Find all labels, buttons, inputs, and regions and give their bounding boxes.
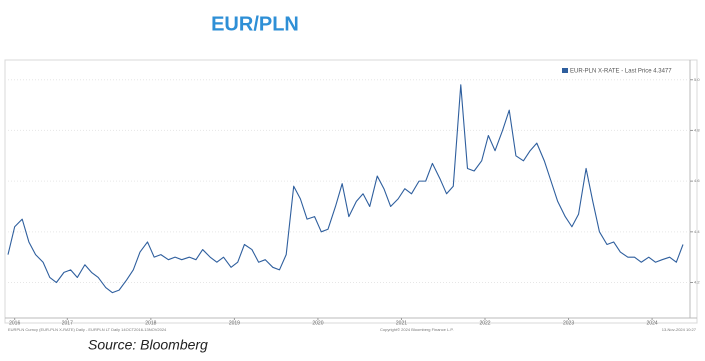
chart-title: EUR/PLN — [211, 13, 299, 35]
x-tick-label: 2018 — [145, 320, 156, 326]
legend-swatch — [562, 68, 568, 73]
y-tick-label: 4.6 — [694, 178, 700, 183]
footer-left: EURPLN Curncy (EUR-PLN X-RATE) Daily - E… — [8, 327, 167, 332]
price-line — [7, 84, 684, 294]
x-tick-label: 2016 — [9, 320, 20, 326]
legend-box — [560, 65, 688, 76]
source: Source: Bloomberg — [88, 337, 208, 353]
chart-frame — [4, 59, 698, 324]
x-tick-label: 2023 — [563, 320, 574, 326]
y-tick-label: 4.4 — [694, 229, 700, 234]
legend-text: EUR-PLN X-RATE - Last Price 4.3477 — [570, 69, 672, 75]
y-tick-label: 4.8 — [694, 127, 700, 132]
x-tick-label: 2017 — [62, 320, 73, 326]
x-tick-label: 2019 — [229, 320, 240, 326]
x-tick-label: 2021 — [396, 320, 407, 326]
x-tick-label: 2020 — [312, 320, 323, 326]
x-tick-label: 2024 — [647, 320, 658, 326]
y-tick-label: 5.0 — [694, 77, 700, 82]
x-tick-label: 2022 — [479, 320, 490, 326]
footer-center: Copyright© 2024 Bloomberg Finance L.P. — [380, 327, 454, 332]
footer-right: 13-Nov-2024 10:27 — [662, 327, 697, 332]
y-tick-label: 4.2 — [694, 280, 700, 285]
